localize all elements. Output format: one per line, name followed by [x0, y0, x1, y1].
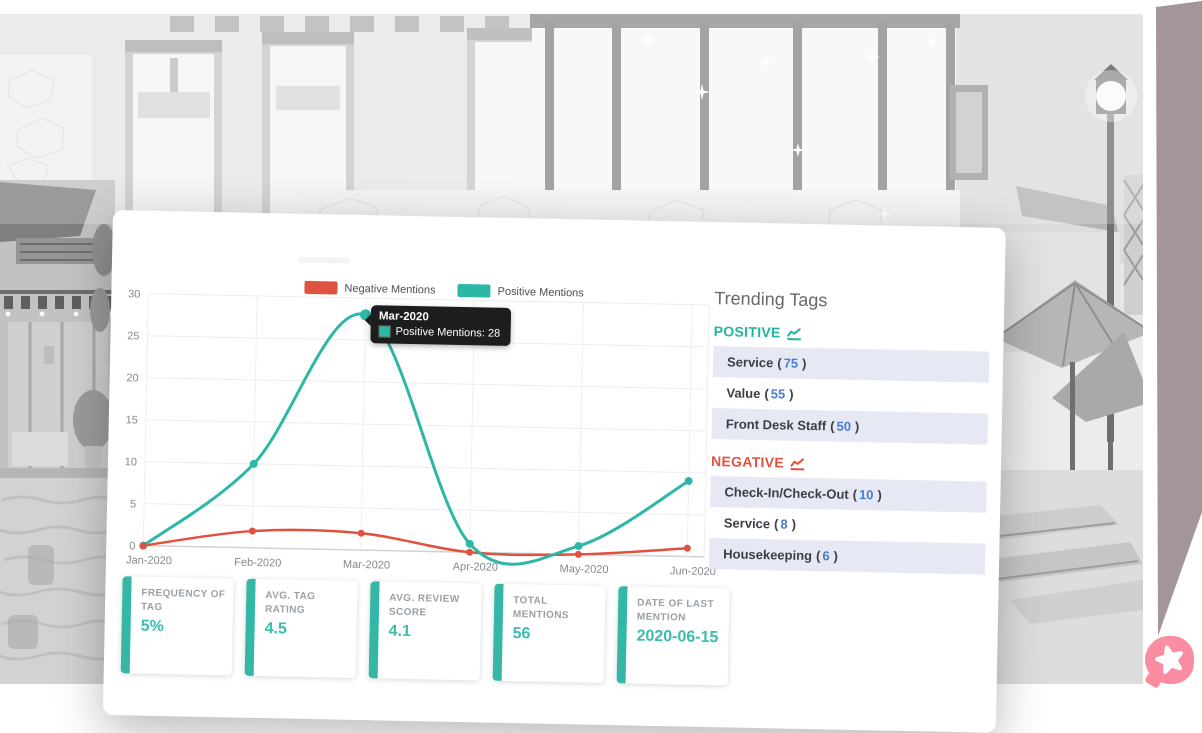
y-axis-label: 20 [126, 372, 138, 384]
y-axis-label: 30 [128, 288, 140, 300]
trend-chart-icon [787, 327, 802, 340]
stat-card-frequency: FREQUENCY OF TAG 5% [121, 576, 234, 675]
stat-card-avg-review-score: AVG. REVIEW SCORE 4.1 [369, 581, 482, 680]
star-icon [1152, 642, 1188, 678]
data-point[interactable] [358, 530, 365, 537]
tag-count: 6 [822, 548, 830, 563]
x-axis-label: May-2020 [560, 563, 609, 576]
data-point[interactable] [249, 527, 256, 534]
tag-count: 50 [836, 419, 851, 434]
tag-name: Service [724, 515, 771, 531]
pool [0, 468, 115, 684]
grid-line [147, 378, 708, 389]
tag-count: 75 [784, 355, 799, 370]
stat-accent-stripe [369, 581, 380, 678]
y-axis-label: 10 [125, 456, 137, 468]
stat-label: TOTAL MENTIONS [513, 594, 600, 624]
data-point[interactable] [466, 549, 473, 556]
series-line [143, 527, 687, 558]
trending-tags-title: Trending Tags [714, 286, 1004, 316]
stat-accent-stripe [245, 579, 256, 676]
y-axis-label: 15 [125, 414, 137, 426]
stat-label: FREQUENCY OF TAG [141, 587, 228, 617]
data-point[interactable] [574, 542, 582, 550]
grid-line [145, 462, 706, 473]
tag-count: 10 [859, 487, 874, 502]
stat-card-avg-tag-rating: AVG. TAG RATING 4.5 [245, 579, 358, 678]
tag-name: Value [726, 385, 760, 401]
stat-label: AVG. TAG RATING [265, 589, 352, 619]
y-axis-label: 0 [129, 540, 135, 552]
grid-line [144, 504, 705, 515]
data-point[interactable] [575, 551, 582, 558]
tag-name: Housekeeping [723, 546, 812, 563]
stat-card-total-mentions: TOTAL MENTIONS 56 [493, 584, 606, 683]
tooltip-series-swatch-icon [378, 325, 390, 337]
trend-chart-icon [790, 457, 805, 470]
negative-section-header[interactable]: NEGATIVE [711, 452, 1001, 476]
feedback-chat-button[interactable] [1145, 636, 1194, 684]
y-axis-label: 25 [127, 330, 139, 342]
tooltip-value: Positive Mentions: 28 [395, 326, 500, 340]
y-axis-label: 5 [130, 498, 136, 510]
positive-tag-list: Service(75) Value(55) Front Desk Staff(5… [712, 346, 990, 445]
stat-value: 5% [140, 618, 226, 638]
series-line [143, 310, 692, 568]
tag-count: 55 [771, 386, 786, 401]
trending-tags-section: Trending Tags POSITIVE Service(75) Value… [709, 286, 1005, 588]
x-axis-label: Apr-2020 [453, 561, 498, 574]
tag-name: Check-In/Check-Out [724, 484, 849, 501]
stat-value: 4.1 [388, 623, 474, 643]
chart-tooltip: Mar-2020 Positive Mentions: 28 [370, 305, 510, 346]
stat-accent-stripe [617, 586, 628, 683]
photo-wash [0, 14, 1143, 224]
decorative-bar [298, 257, 350, 264]
data-point[interactable] [684, 545, 691, 552]
stat-card-date-of-last-mention: DATE OF LAST MENTION 2020-06-15 [617, 586, 730, 685]
negative-tag-list: Check-In/Check-Out(10) Service(8) Housek… [709, 476, 987, 575]
tooltip-title: Mar-2020 [379, 310, 501, 324]
stat-label: AVG. REVIEW SCORE [389, 592, 476, 622]
negative-section-label: NEGATIVE [711, 452, 784, 471]
grid-line [148, 294, 709, 305]
photo-top-band [0, 0, 1143, 14]
stat-value: 56 [512, 625, 598, 645]
stat-accent-stripe [493, 584, 504, 681]
stat-cards-row: FREQUENCY OF TAG 5% AVG. TAG RATING 4.5 … [121, 576, 730, 685]
tag-row[interactable]: Front Desk Staff(50) [712, 408, 989, 445]
positive-section-label: POSITIVE [714, 322, 781, 341]
stat-label: DATE OF LAST MENTION [637, 597, 724, 627]
positive-section-header[interactable]: POSITIVE [714, 322, 1004, 346]
x-axis-label: Feb-2020 [234, 557, 281, 570]
stat-value: 4.5 [264, 620, 350, 640]
stat-value: 2020-06-15 [636, 628, 722, 648]
tag-count: 8 [780, 516, 788, 531]
grid-line [143, 546, 704, 557]
tag-name: Service [727, 354, 774, 370]
stat-accent-stripe [121, 576, 132, 673]
tag-row[interactable]: Housekeeping(6) [709, 538, 986, 575]
grid-line [146, 420, 707, 431]
tag-name: Front Desk Staff [726, 416, 827, 433]
x-axis-label: Jan-2020 [126, 554, 172, 567]
x-axis-label: Mar-2020 [343, 559, 390, 572]
